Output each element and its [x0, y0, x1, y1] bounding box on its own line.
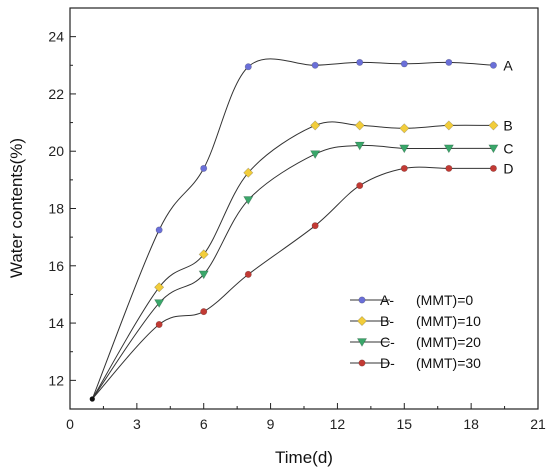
data-point-b — [310, 120, 321, 131]
series-line-c — [91, 144, 494, 400]
data-point-d — [200, 308, 208, 316]
x-tick-label: 3 — [133, 416, 141, 432]
x-tick-label: 9 — [267, 416, 275, 432]
data-point-d — [244, 270, 252, 278]
y-tick-label: 14 — [48, 315, 64, 331]
data-point-b — [198, 249, 209, 260]
data-point-d — [489, 164, 497, 172]
series-end-label-d: D — [503, 160, 513, 176]
data-point-c — [443, 144, 454, 154]
data-point-a — [356, 58, 364, 66]
data-point-b — [154, 282, 165, 293]
data-point-d — [400, 164, 408, 172]
data-point-a — [489, 61, 497, 69]
data-point-b — [488, 120, 499, 131]
x-tick-label: 21 — [530, 416, 546, 432]
data-point-c — [310, 150, 321, 160]
legend-marker-b — [356, 315, 368, 327]
series-end-label-b: B — [503, 117, 512, 133]
x-tick-label: 18 — [463, 416, 479, 432]
legend-marker-a — [358, 296, 366, 304]
data-point-c — [154, 299, 165, 308]
data-point-c — [354, 141, 365, 151]
legend-name-d: D- — [380, 355, 395, 371]
legend-value-a: (MMT)=0 — [416, 292, 473, 308]
y-tick-label: 12 — [48, 372, 64, 388]
data-point-d — [356, 182, 364, 190]
axes: 0 3 6 9 12 15 18 21 12 14 16 18 20 22 24 — [48, 7, 546, 432]
x-tick-label: 15 — [396, 416, 412, 432]
data-point-b — [243, 167, 254, 178]
y-tick-label: 22 — [48, 86, 64, 102]
legend-value-c: (MMT)=20 — [416, 334, 481, 350]
legend: A- (MMT)=0 B- (MMT)=10 C- (MMT)=20 D- (MMT)=30 — [350, 292, 481, 371]
x-tick-label: 6 — [200, 416, 208, 432]
legend-name-b: B- — [380, 313, 394, 329]
data-point-c — [243, 196, 254, 205]
legend-marker-c — [356, 338, 368, 347]
legend-name-a: A- — [380, 292, 394, 308]
legend-name-c: C- — [380, 334, 395, 350]
data-point-b — [443, 120, 454, 131]
data-point-a — [155, 226, 163, 234]
data-point-a — [311, 61, 319, 69]
series-end-labels: A BCD — [503, 57, 513, 176]
y-tick-label: 24 — [48, 29, 64, 45]
series-end-label-c: C — [503, 140, 513, 156]
data-point-a — [244, 63, 252, 71]
data-point-c — [198, 270, 209, 280]
x-tick-label: 12 — [330, 416, 346, 432]
legend-marker-d — [358, 359, 366, 367]
legend-value-b: (MMT)=10 — [416, 313, 481, 329]
y-tick-label: 18 — [48, 201, 64, 217]
data-point-a — [200, 164, 208, 172]
origin-data-point — [89, 396, 95, 402]
y-tick-label: 16 — [48, 258, 64, 274]
y-axis-title: Water contents(%) — [7, 138, 26, 278]
data-point-c — [488, 144, 499, 154]
data-point-d — [311, 222, 319, 230]
x-tick-label: 0 — [66, 416, 74, 432]
data-point-d — [445, 164, 453, 172]
series-end-label-a: A — [503, 57, 513, 73]
x-axis-title: Time(d) — [275, 448, 333, 467]
series-markers — [89, 58, 499, 402]
plot-area — [69, 7, 539, 410]
y-tick-label: 20 — [48, 143, 64, 159]
data-point-a — [445, 58, 453, 66]
data-point-c — [399, 144, 410, 154]
data-point-d — [155, 321, 163, 329]
legend-value-d: (MMT)=30 — [416, 355, 481, 371]
data-point-b — [399, 123, 410, 134]
data-point-b — [354, 120, 365, 131]
data-point-a — [400, 60, 408, 68]
